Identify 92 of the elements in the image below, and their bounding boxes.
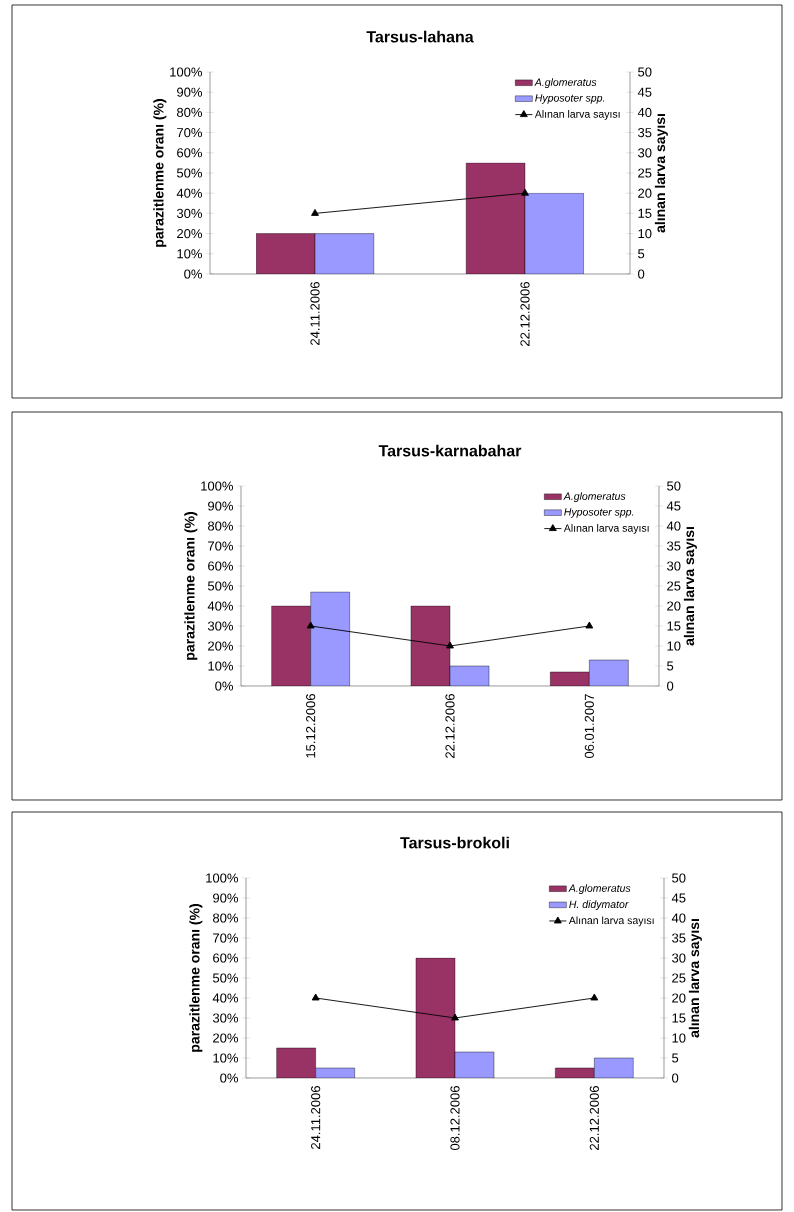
y-tick-label: 30%	[176, 208, 203, 218]
legend-label: Hyposoter spp.	[535, 94, 605, 104]
y-tick-label: 70%	[213, 933, 239, 943]
y-tick-label: 40%	[212, 993, 239, 1003]
y2-tick-label: 30	[672, 953, 686, 963]
y2-axis-title: alınan larva sayısı	[683, 527, 697, 646]
y-tick-label: 60%	[213, 953, 239, 963]
y2-tick-label: 40	[637, 107, 652, 117]
x-tick-label: 08.12.2006	[450, 1086, 460, 1151]
y-tick-label: 60%	[208, 561, 234, 571]
y2-tick-label: 45	[666, 501, 681, 511]
legend-label: Alınan larva sayısı	[568, 916, 654, 927]
y2-tick-label: 10	[638, 228, 652, 239]
y-tick-label: 10%	[177, 249, 203, 259]
legend-label: A.glomeratus	[563, 492, 626, 502]
y2-tick-label: 15	[667, 621, 681, 631]
y2-tick-label: 5	[667, 661, 674, 671]
y-tick-label: 70%	[208, 541, 234, 551]
y2-tick-label: 10	[672, 1033, 686, 1043]
y2-tick-label: 0	[672, 1073, 679, 1083]
y2-tick-label: 10	[667, 641, 681, 651]
chart-title: Tarsus-lahana	[366, 30, 474, 43]
y-axis-title: parazitlenme oranı (%)	[184, 512, 198, 660]
y2-tick-label: 20	[667, 601, 681, 611]
y-tick-label: 60%	[177, 148, 203, 158]
y2-tick-label: 25	[667, 581, 681, 591]
y2-tick-label: 50	[667, 481, 681, 491]
y-tick-label: 100%	[170, 67, 202, 77]
y-tick-label: 90%	[177, 87, 203, 97]
y2-tick-label: 5	[672, 1053, 679, 1063]
chart-title: Tarsus-karnabahar	[378, 444, 522, 457]
x-tick-label: 22.12.2006	[589, 1086, 599, 1150]
legend-label: Hyposoter spp.	[564, 508, 634, 518]
x-tick-label: 22.12.2006	[445, 694, 455, 758]
y2-tick-label: 15	[672, 1013, 686, 1023]
y2-tick-label: 20	[638, 188, 652, 198]
legend-label: A.glomeratus	[534, 78, 597, 88]
y2-axis-title: alınan larva sayısı	[654, 114, 668, 233]
y2-tick-label: 50	[638, 67, 652, 77]
y2-tick-label: 35	[672, 933, 686, 943]
y-tick-label: 50%	[207, 581, 234, 591]
x-tick-label: 24.11.2006	[310, 282, 320, 345]
y-tick-label: 30%	[212, 1013, 239, 1023]
y-tick-label: 80%	[177, 107, 203, 117]
y-tick-label: 10%	[208, 661, 234, 671]
y-tick-label: 80%	[208, 521, 234, 531]
y-tick-label: 10%	[213, 1053, 239, 1063]
y2-tick-label: 0	[667, 681, 674, 691]
y2-tick-label: 35	[638, 127, 652, 138]
y-tick-label: 0%	[215, 681, 234, 691]
y2-tick-label: 25	[638, 168, 652, 178]
y2-tick-label: 50	[672, 873, 686, 883]
y-tick-label: 20%	[177, 228, 203, 239]
legend-label: A.glomeratus	[568, 884, 631, 894]
y-tick-label: 90%	[208, 501, 234, 511]
x-tick-label: 06.01.2007	[584, 694, 594, 759]
y2-tick-label: 5	[638, 249, 645, 259]
y-tick-label: 0%	[220, 1073, 239, 1083]
x-tick-label: 24.11.2006	[311, 1086, 321, 1149]
x-tick-label: 15.12.2006	[306, 694, 316, 758]
y-tick-label: 50%	[176, 168, 203, 178]
y2-tick-label: 35	[667, 541, 681, 551]
y2-tick-label: 30	[667, 561, 681, 571]
x-tick-label: 22.12.2006	[520, 282, 530, 346]
y2-tick-label: 20	[672, 993, 686, 1003]
y-tick-label: 20%	[213, 1033, 239, 1043]
y2-tick-label: 40	[671, 913, 686, 923]
y-tick-label: 90%	[213, 893, 239, 903]
y-tick-label: 50%	[212, 973, 239, 983]
legend-label: H. didymator	[569, 900, 629, 911]
y2-tick-label: 15	[638, 208, 652, 218]
y-tick-label: 80%	[213, 913, 239, 923]
y-tick-label: 100%	[206, 873, 238, 883]
y2-tick-label: 45	[671, 893, 686, 903]
y-axis-title: parazitlenme oranı (%)	[189, 904, 203, 1052]
y-tick-label: 100%	[201, 481, 233, 491]
y-tick-label: 0%	[184, 269, 203, 279]
y2-tick-label: 25	[672, 973, 686, 983]
legend-label: Alınan larva sayısı	[563, 524, 649, 534]
y-tick-label: 30%	[207, 621, 234, 631]
y2-tick-label: 30	[638, 148, 652, 158]
legend-label: Alınan larva sayısı	[534, 110, 620, 120]
y2-tick-label: 45	[637, 87, 652, 97]
y2-axis-title: alınan larva sayısı	[688, 919, 702, 1038]
y-tick-label: 40%	[207, 601, 234, 611]
y-axis-title: parazitlenme oranı (%)	[153, 99, 167, 247]
y-tick-label: 40%	[176, 188, 203, 198]
y2-tick-label: 40	[666, 521, 681, 531]
y2-tick-label: 0	[638, 269, 645, 279]
chart-title: Tarsus-brokoli	[400, 836, 509, 849]
y-tick-label: 20%	[208, 641, 234, 651]
y-tick-label: 70%	[177, 127, 203, 138]
